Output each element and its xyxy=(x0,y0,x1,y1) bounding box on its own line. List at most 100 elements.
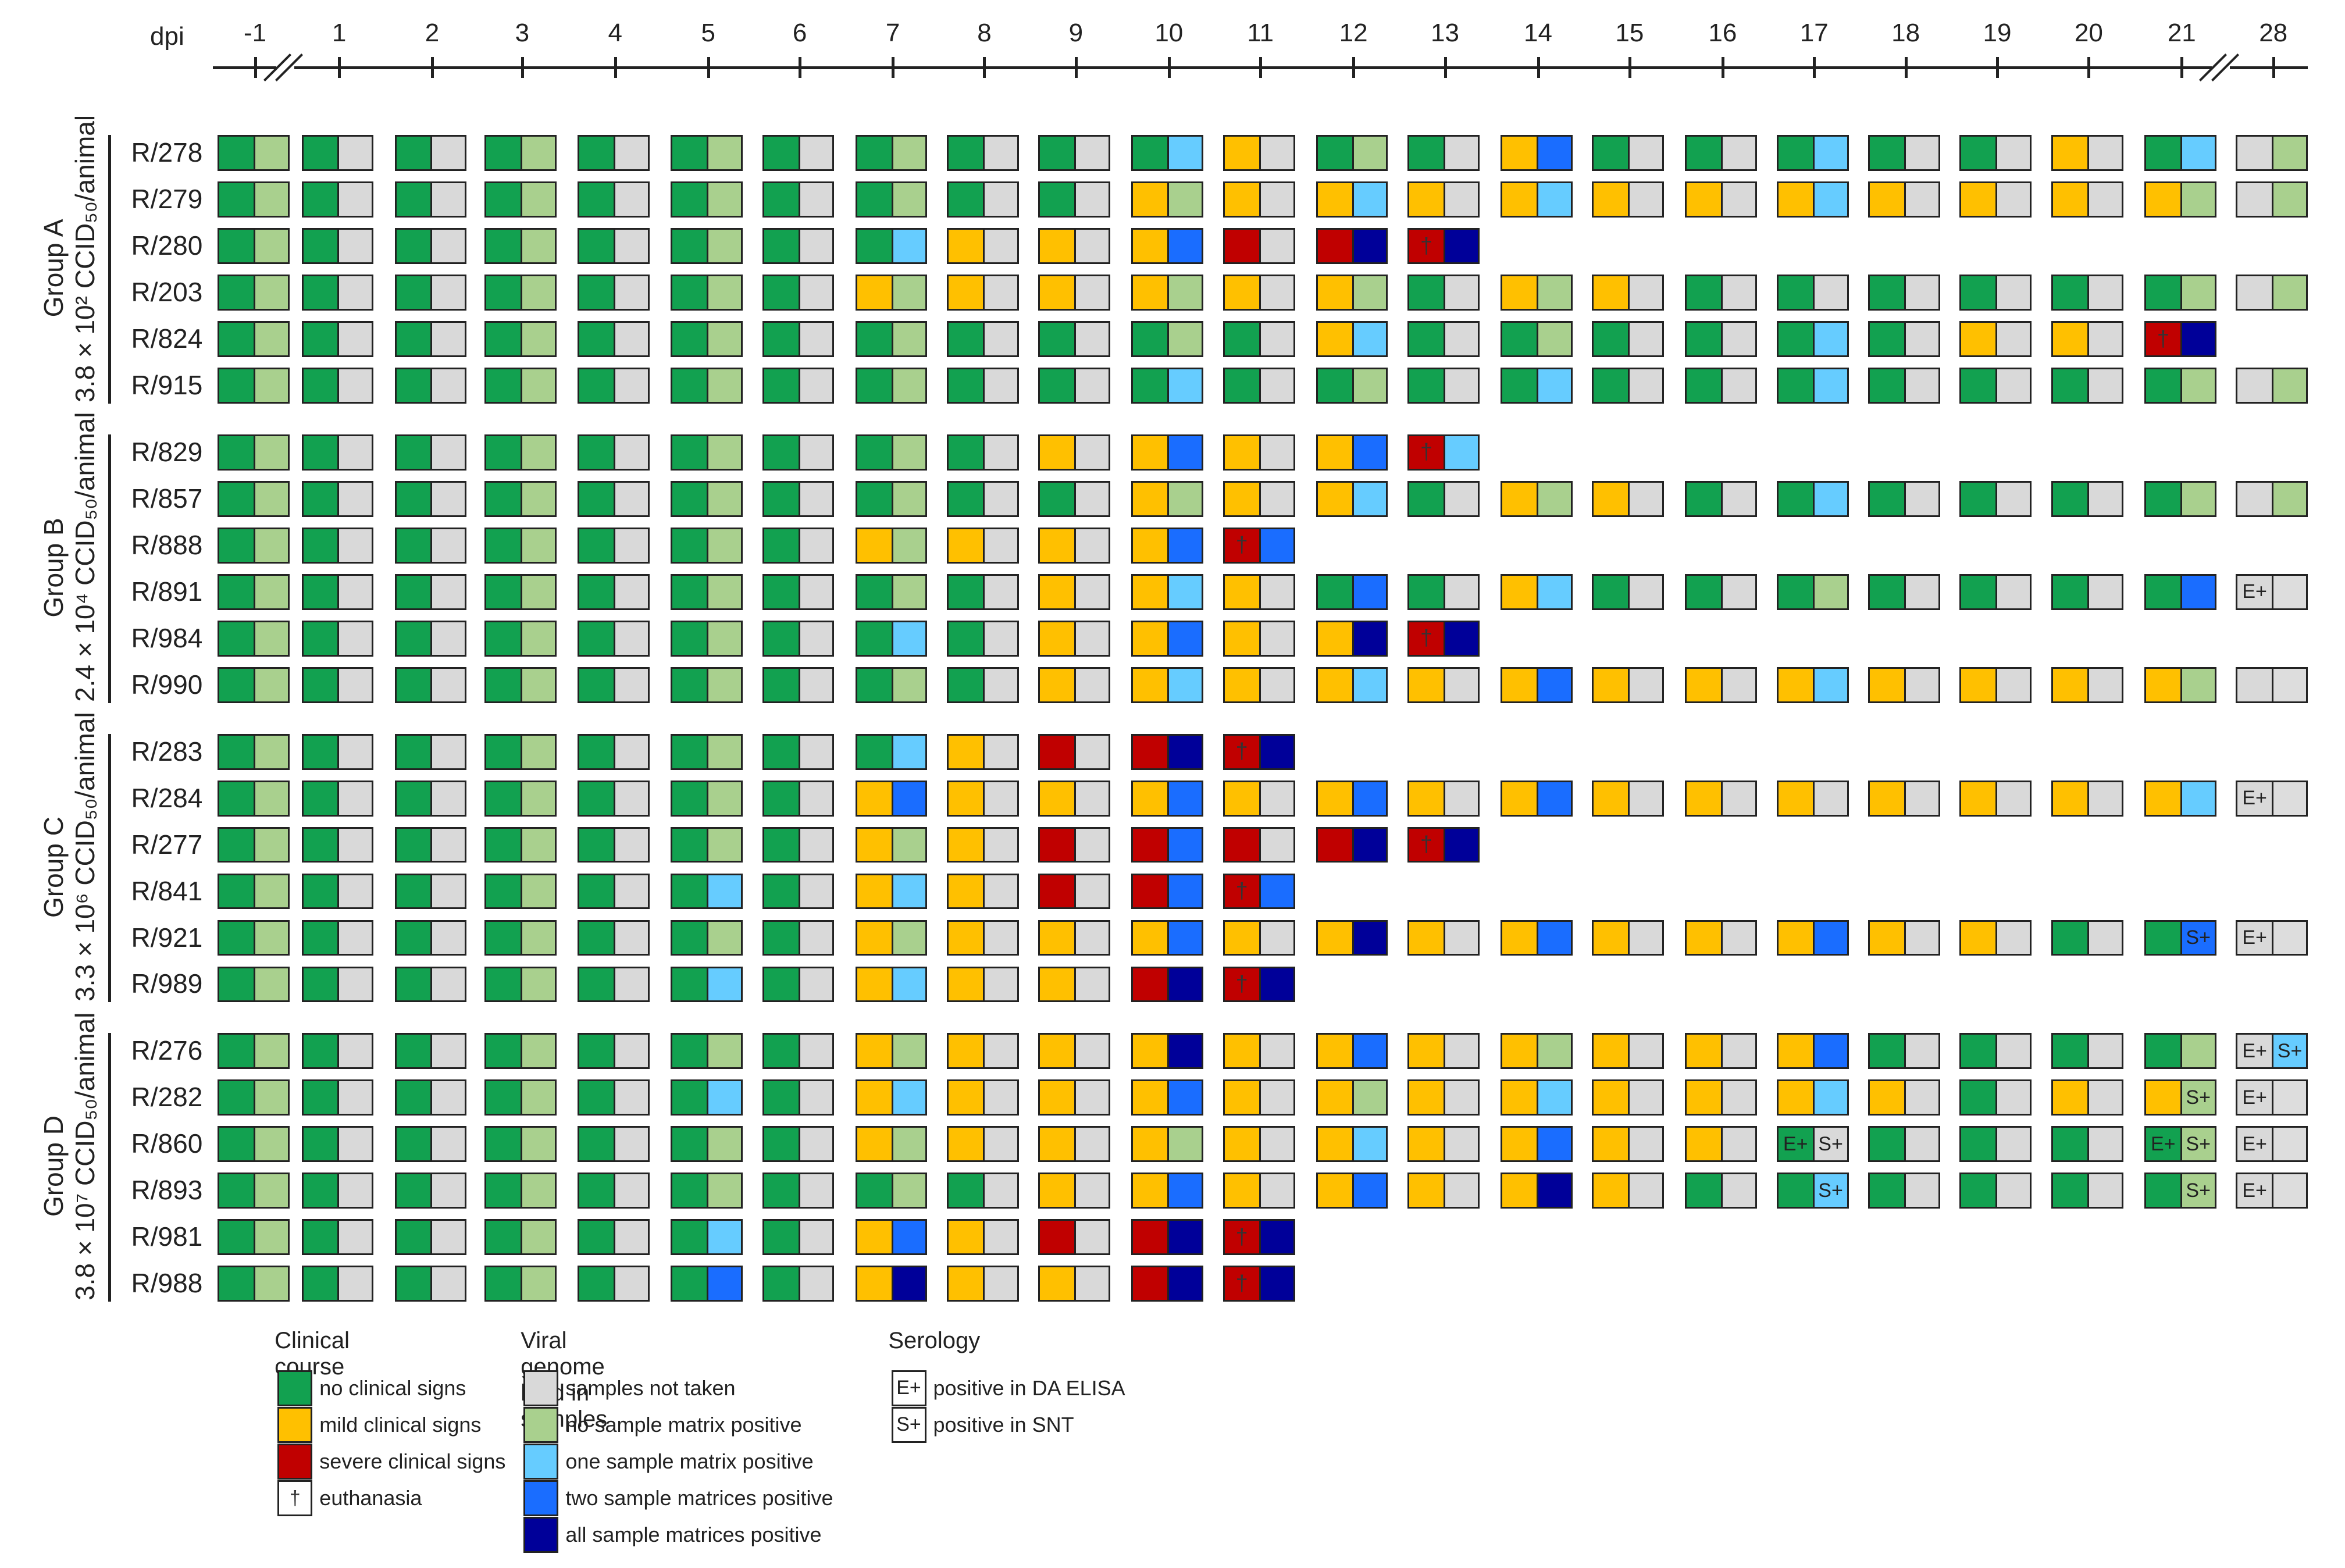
viral-load-box xyxy=(430,826,467,863)
clinical-box xyxy=(1407,1173,1445,1209)
dpi-tick-label: 17 xyxy=(1799,19,1829,47)
dpi-tick-label: 1 xyxy=(332,19,347,47)
data-cell xyxy=(2051,780,2123,817)
data-cell xyxy=(394,920,467,956)
viral-load-box xyxy=(2180,135,2216,172)
data-cell xyxy=(1131,480,1204,517)
clinical-box xyxy=(671,228,709,265)
viral-load-box xyxy=(1352,321,1388,358)
dpi-tick-label: 19 xyxy=(1983,19,2012,47)
clinical-box xyxy=(2051,135,2089,172)
viral-load-box xyxy=(1167,1266,1204,1302)
euthanasia-mark: † xyxy=(1235,1224,1248,1249)
clinical-box xyxy=(946,573,985,610)
data-cell xyxy=(2144,480,2216,517)
data-cell xyxy=(394,780,467,817)
viral-load-box xyxy=(430,434,467,471)
data-cell xyxy=(855,966,928,1003)
viral-load-box xyxy=(430,135,467,172)
viral-load-box xyxy=(521,275,557,311)
clinical-box xyxy=(484,826,523,863)
data-cell xyxy=(1038,480,1111,517)
viral-load-box xyxy=(254,135,290,172)
data-cell xyxy=(394,135,467,172)
viral-load-box xyxy=(2180,480,2216,517)
group-label: Group B 2.4 × 10⁴ CCID₅₀/animal xyxy=(38,412,101,701)
data-cell xyxy=(1038,368,1111,404)
clinical-box xyxy=(2051,667,2089,703)
data-cell xyxy=(218,1173,290,1209)
viral-load-box xyxy=(798,966,835,1003)
viral-load-box xyxy=(707,368,743,404)
clinical-box xyxy=(2144,667,2182,703)
group-name: Group A xyxy=(38,219,69,318)
clinical-box xyxy=(762,181,800,218)
viral-load-box xyxy=(337,966,374,1003)
data-cell xyxy=(1685,275,1758,311)
viral-load-box xyxy=(707,527,743,564)
viral-load-box xyxy=(1904,573,1940,610)
clinical-box xyxy=(1223,368,1261,404)
clinical-box xyxy=(2051,1079,2089,1116)
viral-load-box xyxy=(798,1033,835,1070)
viral-load-box xyxy=(1812,321,1849,358)
clinical-box xyxy=(855,181,893,218)
legend-viral-item: no sample matrix positive xyxy=(523,1406,824,1444)
clinical-box xyxy=(1038,321,1077,358)
data-cell xyxy=(1407,667,1480,703)
data-cell xyxy=(855,733,928,770)
viral-load-box xyxy=(1812,667,1849,703)
viral-load-box xyxy=(798,780,835,817)
animal-id-label: R/829 xyxy=(131,436,203,467)
dpi-tick-label: 5 xyxy=(701,19,715,47)
data-cell xyxy=(946,620,1019,657)
data-cell xyxy=(1868,480,1940,517)
data-cell xyxy=(578,873,650,910)
clinical-box xyxy=(1959,1126,1998,1163)
animal-id-label: R/860 xyxy=(131,1128,203,1159)
viral-load-box xyxy=(1352,275,1388,311)
clinical-box xyxy=(855,275,893,311)
clinical-box xyxy=(218,275,255,311)
viral-load-box xyxy=(1995,1079,2032,1116)
group-name: Group C xyxy=(38,816,69,918)
clinical-box xyxy=(671,434,709,471)
legend-viral-item: two sample matrices positive xyxy=(523,1480,833,1517)
clinical-box xyxy=(2144,368,2182,404)
viral-load-box xyxy=(891,527,928,564)
viral-load-box xyxy=(891,920,928,956)
clinical-box xyxy=(1131,920,1170,956)
clinical-box xyxy=(394,368,433,404)
clinical-box xyxy=(946,1173,985,1209)
data-cell xyxy=(1038,667,1111,703)
dpi-tick xyxy=(2180,57,2184,79)
clinical-box xyxy=(671,780,709,817)
viral-load-box xyxy=(1995,480,2032,517)
data-cell xyxy=(578,527,650,564)
data-cell xyxy=(1223,1079,1295,1116)
clinical-box xyxy=(855,667,893,703)
dpi-tick xyxy=(521,57,524,79)
viral-load-box xyxy=(1352,181,1388,218)
data-cell: E+ S+ xyxy=(2144,1126,2216,1163)
clinical-box xyxy=(218,620,255,657)
data-cell xyxy=(1131,1173,1204,1209)
data-cell xyxy=(2144,667,2216,703)
data-cell xyxy=(671,667,743,703)
data-cell xyxy=(1316,480,1388,517)
data-cell xyxy=(1131,573,1204,610)
data-cell xyxy=(2144,573,2216,610)
viral-load-box xyxy=(1074,667,1111,703)
clinical-box xyxy=(578,1033,616,1070)
data-cell xyxy=(394,434,467,471)
viral-load-box xyxy=(1074,1219,1111,1256)
viral-load-box xyxy=(1259,434,1295,471)
data-cell xyxy=(855,434,928,471)
dpi-tick-label: 13 xyxy=(1431,19,1460,47)
viral-load-box xyxy=(707,780,743,817)
viral-load-box xyxy=(1443,780,1480,817)
viral-load-box xyxy=(614,966,650,1003)
clinical-box xyxy=(1685,368,1723,404)
viral-load-box xyxy=(1904,368,1940,404)
dpi-tick xyxy=(707,57,710,79)
